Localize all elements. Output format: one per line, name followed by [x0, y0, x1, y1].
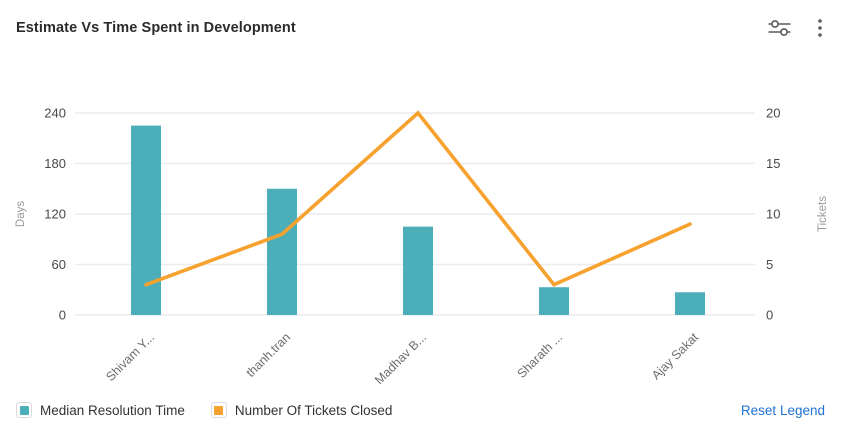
y-axis-left-title: Days — [15, 201, 27, 227]
bar-thanh.tran — [267, 188, 297, 315]
y-axis-left-tick-label: 180 — [44, 156, 66, 171]
kebab-menu-icon — [818, 19, 822, 37]
y-axis-right-tick-label: 10 — [766, 207, 780, 222]
bar-Ajay Sakat — [675, 292, 705, 315]
x-axis-category-label: thanh.tran — [243, 330, 293, 380]
legend-label: Number Of Tickets Closed — [234, 402, 393, 418]
y-axis-right-tick-label: 20 — [766, 106, 780, 121]
filter-sliders-button[interactable] — [766, 17, 793, 39]
x-axis-category-label: Sharath ... — [514, 330, 565, 381]
bar-Shivam Y... — [131, 125, 161, 315]
y-axis-right-tick-label: 15 — [766, 156, 780, 171]
combo-chart: 0 60 120 180 240 0 5 10 15 20 Days Tickets Shivam Y.… — [15, 106, 829, 388]
y-axis-left-tick-label: 0 — [59, 308, 66, 323]
card-header: Estimate Vs Time Spent in Development — [0, 0, 841, 56]
header-actions — [766, 16, 825, 40]
x-axis-category-label: Ajay Sakat — [649, 330, 702, 383]
legend-label: Median Resolution Time — [40, 402, 185, 418]
filter-sliders-icon — [768, 20, 791, 36]
x-axis-category-label: Madhav B... — [372, 330, 429, 387]
y-axis-left-tick-label: 240 — [44, 106, 66, 121]
legend-item-median-resolution-time[interactable]: Median Resolution Time — [16, 402, 185, 418]
y-axis-left-tick-label: 120 — [44, 207, 66, 222]
y-axis-right-title: Tickets — [817, 196, 829, 232]
x-axis-category-label: Shivam Y... — [103, 330, 157, 384]
chart-title: Estimate Vs Time Spent in Development — [16, 20, 296, 36]
legend-bar: Median Resolution Time Number Of Tickets… — [0, 398, 841, 422]
line-series — [144, 110, 692, 287]
y-axis-right-tick-label: 5 — [766, 257, 773, 272]
kebab-menu-button[interactable] — [815, 16, 825, 40]
legend-swatch-fill-teal — [19, 405, 29, 415]
legend-swatch-fill-orange — [214, 405, 224, 415]
y-axis-left-tick-label: 60 — [52, 257, 66, 272]
legend-swatch — [210, 402, 227, 418]
y-axis-right-tick-label: 0 — [766, 308, 773, 323]
bar-Sharath ... — [539, 287, 569, 315]
legend-items: Median Resolution Time Number Of Tickets… — [16, 402, 741, 418]
legend-item-number-of-tickets-closed[interactable]: Number Of Tickets Closed — [210, 402, 393, 418]
reset-legend-link[interactable]: Reset Legend — [740, 402, 825, 418]
bar-Madhav B... — [403, 226, 433, 315]
legend-swatch — [16, 402, 32, 418]
